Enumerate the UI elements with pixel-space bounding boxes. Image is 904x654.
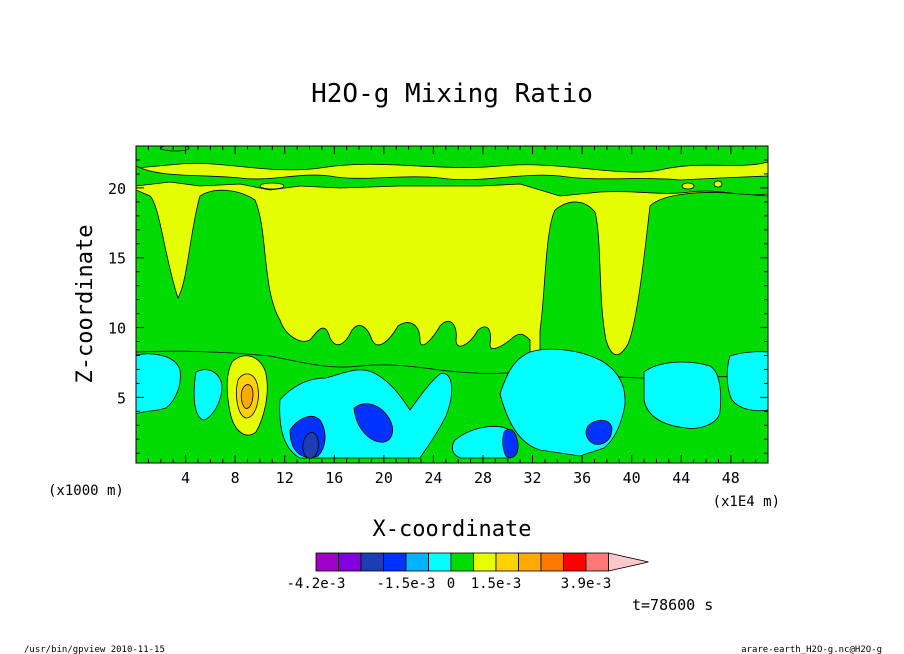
x-tick-label: 24 bbox=[424, 469, 442, 487]
x-tick-label: 36 bbox=[573, 469, 591, 487]
region-orange-core-2 bbox=[240, 384, 254, 409]
x-unit-right: (x1E4 m) bbox=[713, 494, 780, 510]
region-cyan-right-3 bbox=[726, 351, 768, 412]
x-tick-label: 20 bbox=[375, 469, 393, 487]
x-tick-label: 32 bbox=[524, 469, 542, 487]
region-dark-core bbox=[302, 432, 319, 459]
colorbar-label: 0 bbox=[447, 576, 455, 592]
y-axis-title: Z-coordinate bbox=[73, 225, 98, 384]
region-cyan-left bbox=[136, 353, 181, 415]
colorbar-cell bbox=[450, 552, 474, 572]
plot-frame bbox=[135, 145, 769, 464]
colorbar-label: -4.2e-3 bbox=[286, 576, 345, 592]
y-tick-label: 10 bbox=[108, 320, 126, 338]
colorbar-cell bbox=[540, 552, 564, 572]
colorbar-arrow bbox=[608, 552, 649, 572]
y-tick-label: 5 bbox=[117, 389, 126, 407]
footer-left: /usr/bin/gpview 2010-11-15 bbox=[24, 645, 165, 654]
region-yellow-blob-3 bbox=[713, 180, 723, 188]
time-label: t=78600 s bbox=[632, 596, 713, 614]
x-tick-label: 4 bbox=[181, 469, 190, 487]
region-blue-core-4 bbox=[502, 428, 519, 458]
region-yellow-blob-1 bbox=[259, 182, 285, 190]
x-tick-label: 16 bbox=[325, 469, 343, 487]
colorbar-cell bbox=[360, 552, 384, 572]
footer-right: arare-earth_H2O-g.nc@H2O-g bbox=[741, 645, 882, 654]
colorbar-cell bbox=[473, 552, 497, 572]
region-cyan-left-2 bbox=[193, 369, 223, 421]
x-tick-label: 8 bbox=[231, 469, 240, 487]
colorbar-cell bbox=[585, 552, 609, 572]
region-blue-core-3 bbox=[585, 419, 613, 445]
colorbar-cell bbox=[518, 552, 542, 572]
colorbar-cell bbox=[563, 552, 587, 572]
y-tick-label: 15 bbox=[108, 250, 126, 268]
colorbar: -4.2e-3 -1.5e-3 0 1.5e-3 3.9e-3 bbox=[286, 552, 649, 592]
x-tick-label: 44 bbox=[672, 469, 690, 487]
x-tick-label: 40 bbox=[623, 469, 641, 487]
colorbar-label: 3.9e-3 bbox=[561, 576, 612, 592]
x-tick-label: 12 bbox=[276, 469, 294, 487]
region-top-layer bbox=[136, 146, 768, 173]
colorbar-cell bbox=[428, 552, 452, 572]
region-top-layer-2 bbox=[136, 165, 768, 197]
contour-field bbox=[136, 146, 768, 463]
colorbar-cell bbox=[315, 552, 339, 572]
colorbar-cell bbox=[405, 552, 429, 572]
region-cyan-right-2 bbox=[643, 361, 722, 429]
chart-title: H2O-g Mixing Ratio bbox=[311, 79, 593, 109]
colorbar-label: 1.5e-3 bbox=[471, 576, 522, 592]
x-axis-title: X-coordinate bbox=[373, 517, 532, 542]
colorbar-cell bbox=[383, 552, 407, 572]
colorbar-cell bbox=[495, 552, 519, 572]
x-tick-label: 28 bbox=[474, 469, 492, 487]
colorbar-label: -1.5e-3 bbox=[376, 576, 435, 592]
y-tick-label: 20 bbox=[108, 180, 126, 198]
region-yellow-blob-2 bbox=[681, 182, 695, 190]
colorbar-cell bbox=[338, 552, 362, 572]
region-blue-core-2 bbox=[353, 403, 393, 443]
x-tick-label: 48 bbox=[722, 469, 740, 487]
x-unit-left: (x1000 m) bbox=[48, 483, 124, 499]
